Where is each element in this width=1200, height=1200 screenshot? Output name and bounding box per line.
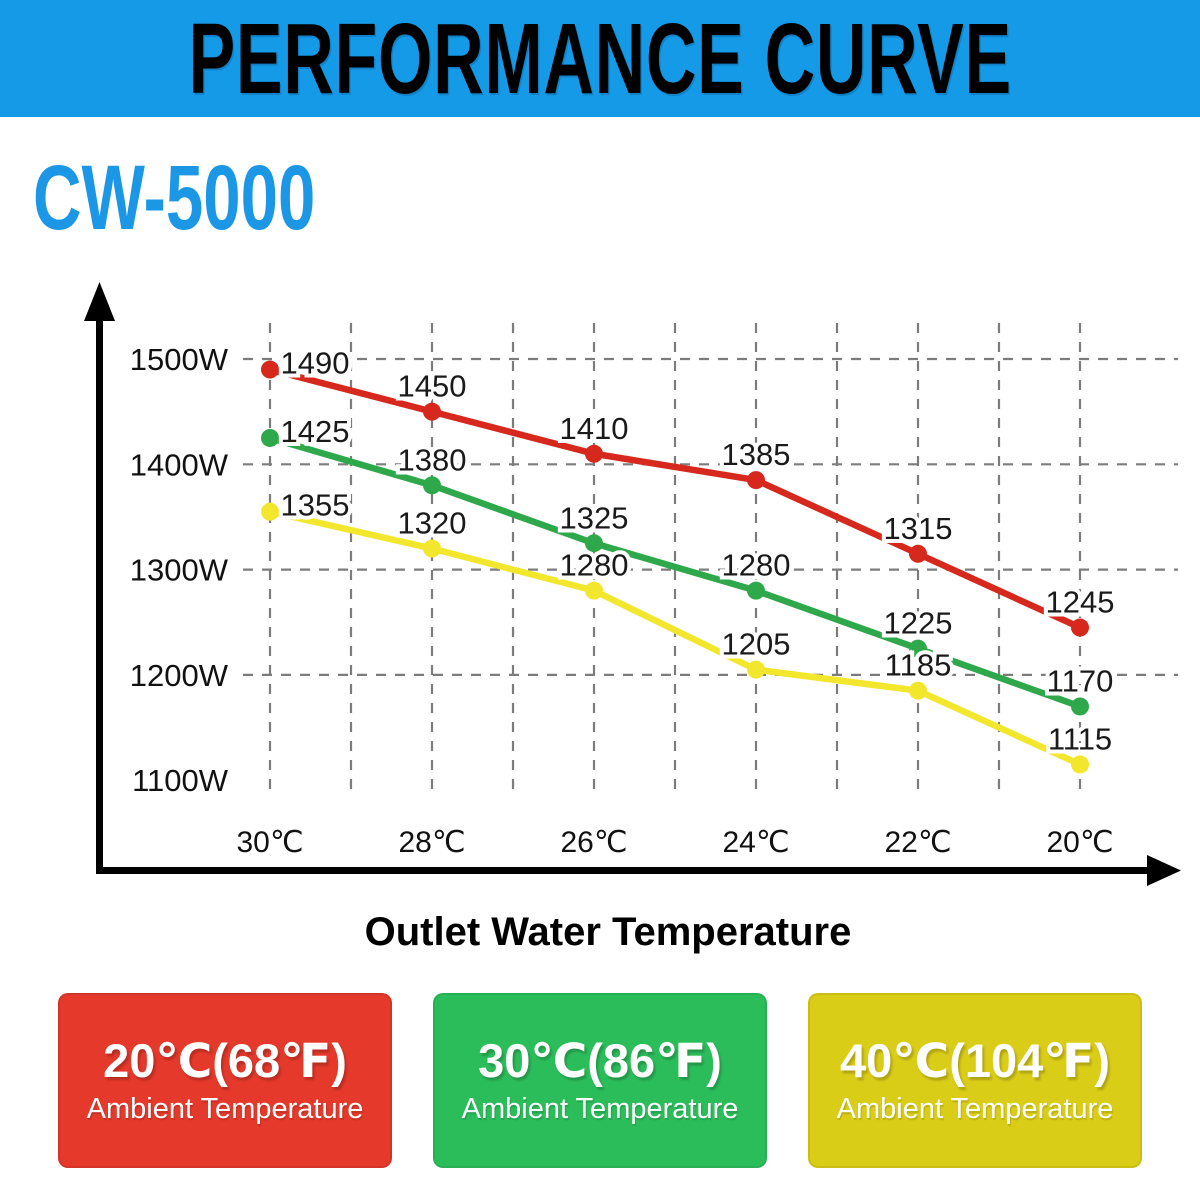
data-point-label: 1115 <box>1048 721 1112 756</box>
y-tick-label: 1100W <box>132 763 229 798</box>
axes-layer <box>84 282 1181 886</box>
y-tick-label: 1400W <box>130 447 229 482</box>
data-point <box>1071 618 1089 637</box>
legend-temp-label: 20℃(68℉) <box>103 1034 347 1088</box>
data-point <box>909 544 927 563</box>
data-point <box>261 502 279 521</box>
x-tick-label: 28℃ <box>398 826 465 859</box>
data-point <box>423 402 441 421</box>
legend-sub-label: Ambient Temperature <box>461 1092 739 1125</box>
series-green-line <box>266 434 1084 710</box>
data-point <box>585 534 603 553</box>
x-tick-label: 24℃ <box>722 826 789 859</box>
data-point <box>261 360 279 379</box>
y-tick-label: 1200W <box>130 658 229 693</box>
data-point <box>423 539 441 558</box>
legend-box-green: 30℃(86℉) Ambient Temperature <box>433 993 767 1168</box>
data-point <box>747 660 765 679</box>
data-point-label: 1380 <box>398 442 467 477</box>
data-point <box>585 444 603 463</box>
x-axis-arrowhead <box>1147 855 1181 886</box>
data-point <box>423 476 441 495</box>
data-point-label: 1320 <box>398 506 467 541</box>
grid-layer <box>243 323 1178 795</box>
y-axis-arrowhead <box>84 282 115 321</box>
x-tick-label: 22℃ <box>884 826 951 859</box>
x-axis-title: Outlet Water Temperature <box>365 910 852 954</box>
x-tick-label: 30℃ <box>236 826 303 859</box>
data-point <box>909 639 927 658</box>
data-point-label: 1315 <box>884 511 953 546</box>
data-point-label: 1245 <box>1046 585 1115 620</box>
data-point <box>585 581 603 600</box>
data-point-label: 1355 <box>281 488 350 523</box>
series-layer <box>261 360 1089 774</box>
data-point-label: 1425 <box>281 414 350 449</box>
legend-box-red: 20℃(68℉) Ambient Temperature <box>58 993 392 1168</box>
y-tick-label: 1300W <box>130 553 229 588</box>
data-point <box>261 428 279 447</box>
data-point <box>909 681 927 700</box>
legend-box-yellow: 40℃(104℉) Ambient Temperature <box>808 993 1142 1168</box>
data-point-label: 1225 <box>884 606 953 641</box>
legend-temp-label: 40℃(104℉) <box>840 1034 1110 1088</box>
model-label: CW-5000 <box>33 147 316 249</box>
data-point-label: 1385 <box>722 437 791 472</box>
series-red-line <box>266 366 1084 631</box>
tick-labels-layer: 30℃ 28℃ 26℃ 24℃ 22℃ 20℃ 1500W 1400W 1300W 1200W 11… <box>130 342 1114 859</box>
data-point-label: 1450 <box>398 369 467 404</box>
data-point-label: 1410 <box>560 411 629 446</box>
data-point-label: 1280 <box>722 548 791 583</box>
y-tick-label: 1500W <box>130 342 229 377</box>
legend-temp-label: 30℃(86℉) <box>478 1034 722 1088</box>
data-point-label: 1280 <box>560 548 629 583</box>
x-tick-label: 20℃ <box>1046 826 1113 859</box>
legend-sub-label: Ambient Temperature <box>86 1092 364 1125</box>
data-point-label: 1185 <box>885 648 952 683</box>
data-point <box>747 471 765 490</box>
legend-sub-label: Ambient Temperature <box>836 1092 1114 1125</box>
data-labels-layer: 1490 1450 1410 1385 1315 1245 1425 1380 1325 1280… <box>277 342 1119 761</box>
data-point <box>747 581 765 600</box>
data-point <box>1071 697 1089 716</box>
data-point-label: 1205 <box>722 627 791 662</box>
data-point-label: 1490 <box>281 346 350 381</box>
data-point-label: 1325 <box>560 500 629 535</box>
header-banner: PERFORMANCE CURVE <box>0 0 1200 117</box>
data-point-label: 1170 <box>1047 663 1114 698</box>
series-yellow-line <box>266 508 1084 768</box>
data-point <box>1071 755 1089 774</box>
page-title: PERFORMANCE CURVE <box>188 2 1012 115</box>
legend: 20℃(68℉) Ambient Temperature 30℃(86℉) Am… <box>58 993 1142 1168</box>
x-tick-label: 26℃ <box>560 826 627 859</box>
